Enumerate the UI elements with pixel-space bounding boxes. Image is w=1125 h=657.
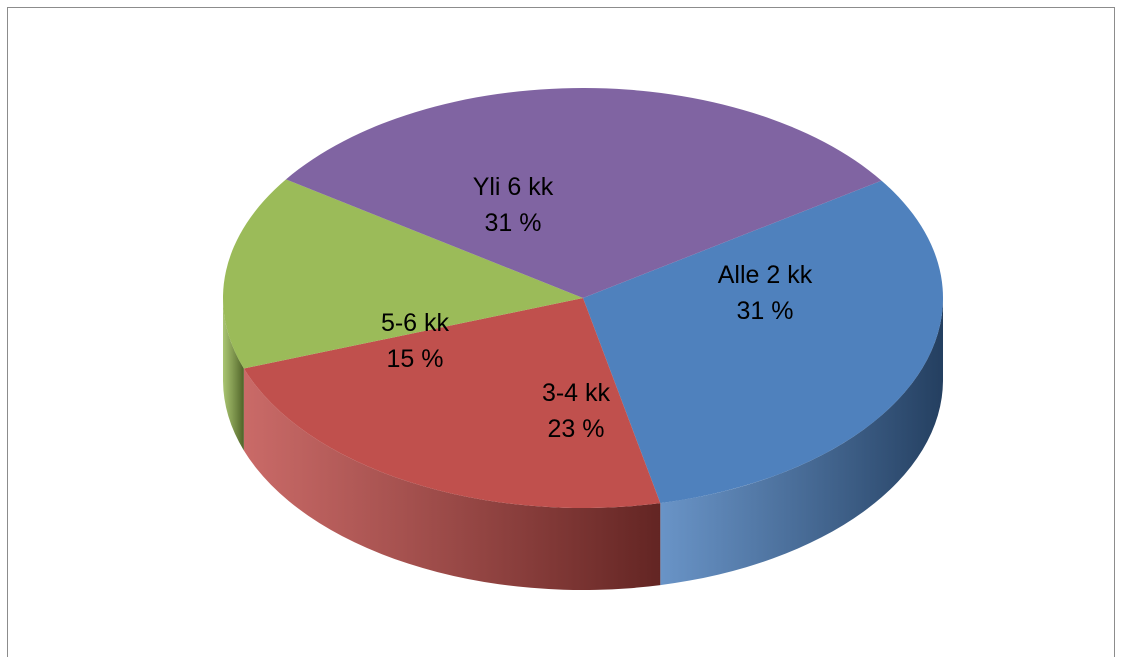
pie-side-2 xyxy=(223,298,244,451)
pie-slice-0 xyxy=(583,180,943,504)
slice-label-value-2: 15 % xyxy=(387,345,444,373)
slice-label-name-0: Alle 2 kk xyxy=(718,261,813,289)
pie-slice-1 xyxy=(243,298,661,508)
pie-tops xyxy=(222,87,943,508)
pie-sides xyxy=(223,298,944,590)
pie-slice-2 xyxy=(222,179,583,369)
pie-labels: Alle 2 kk 31 % 3-4 kk 23 % 5-6 kk 15 % Yli 6 k… xyxy=(381,173,813,443)
pie-side-0 xyxy=(660,298,944,586)
pie-chart: Alle 2 kk 31 % 3-4 kk 23 % 5-6 kk 15 % Yli 6 k… xyxy=(222,87,944,590)
slice-label-value-0: 31 % xyxy=(737,297,794,325)
chart-frame: Alle 2 kk 31 % 3-4 kk 23 % 5-6 kk 15 % Yli 6 k… xyxy=(7,7,1115,657)
slice-label-value-3: 31 % xyxy=(485,209,542,237)
slice-label-name-3: Yli 6 kk xyxy=(473,173,554,201)
slice-label-name-2: 5-6 kk xyxy=(381,309,450,337)
slice-label-name-1: 3-4 kk xyxy=(542,379,611,407)
pie-slice-3 xyxy=(285,87,882,299)
pie-side-1 xyxy=(243,368,661,590)
slice-label-value-1: 23 % xyxy=(548,415,605,443)
